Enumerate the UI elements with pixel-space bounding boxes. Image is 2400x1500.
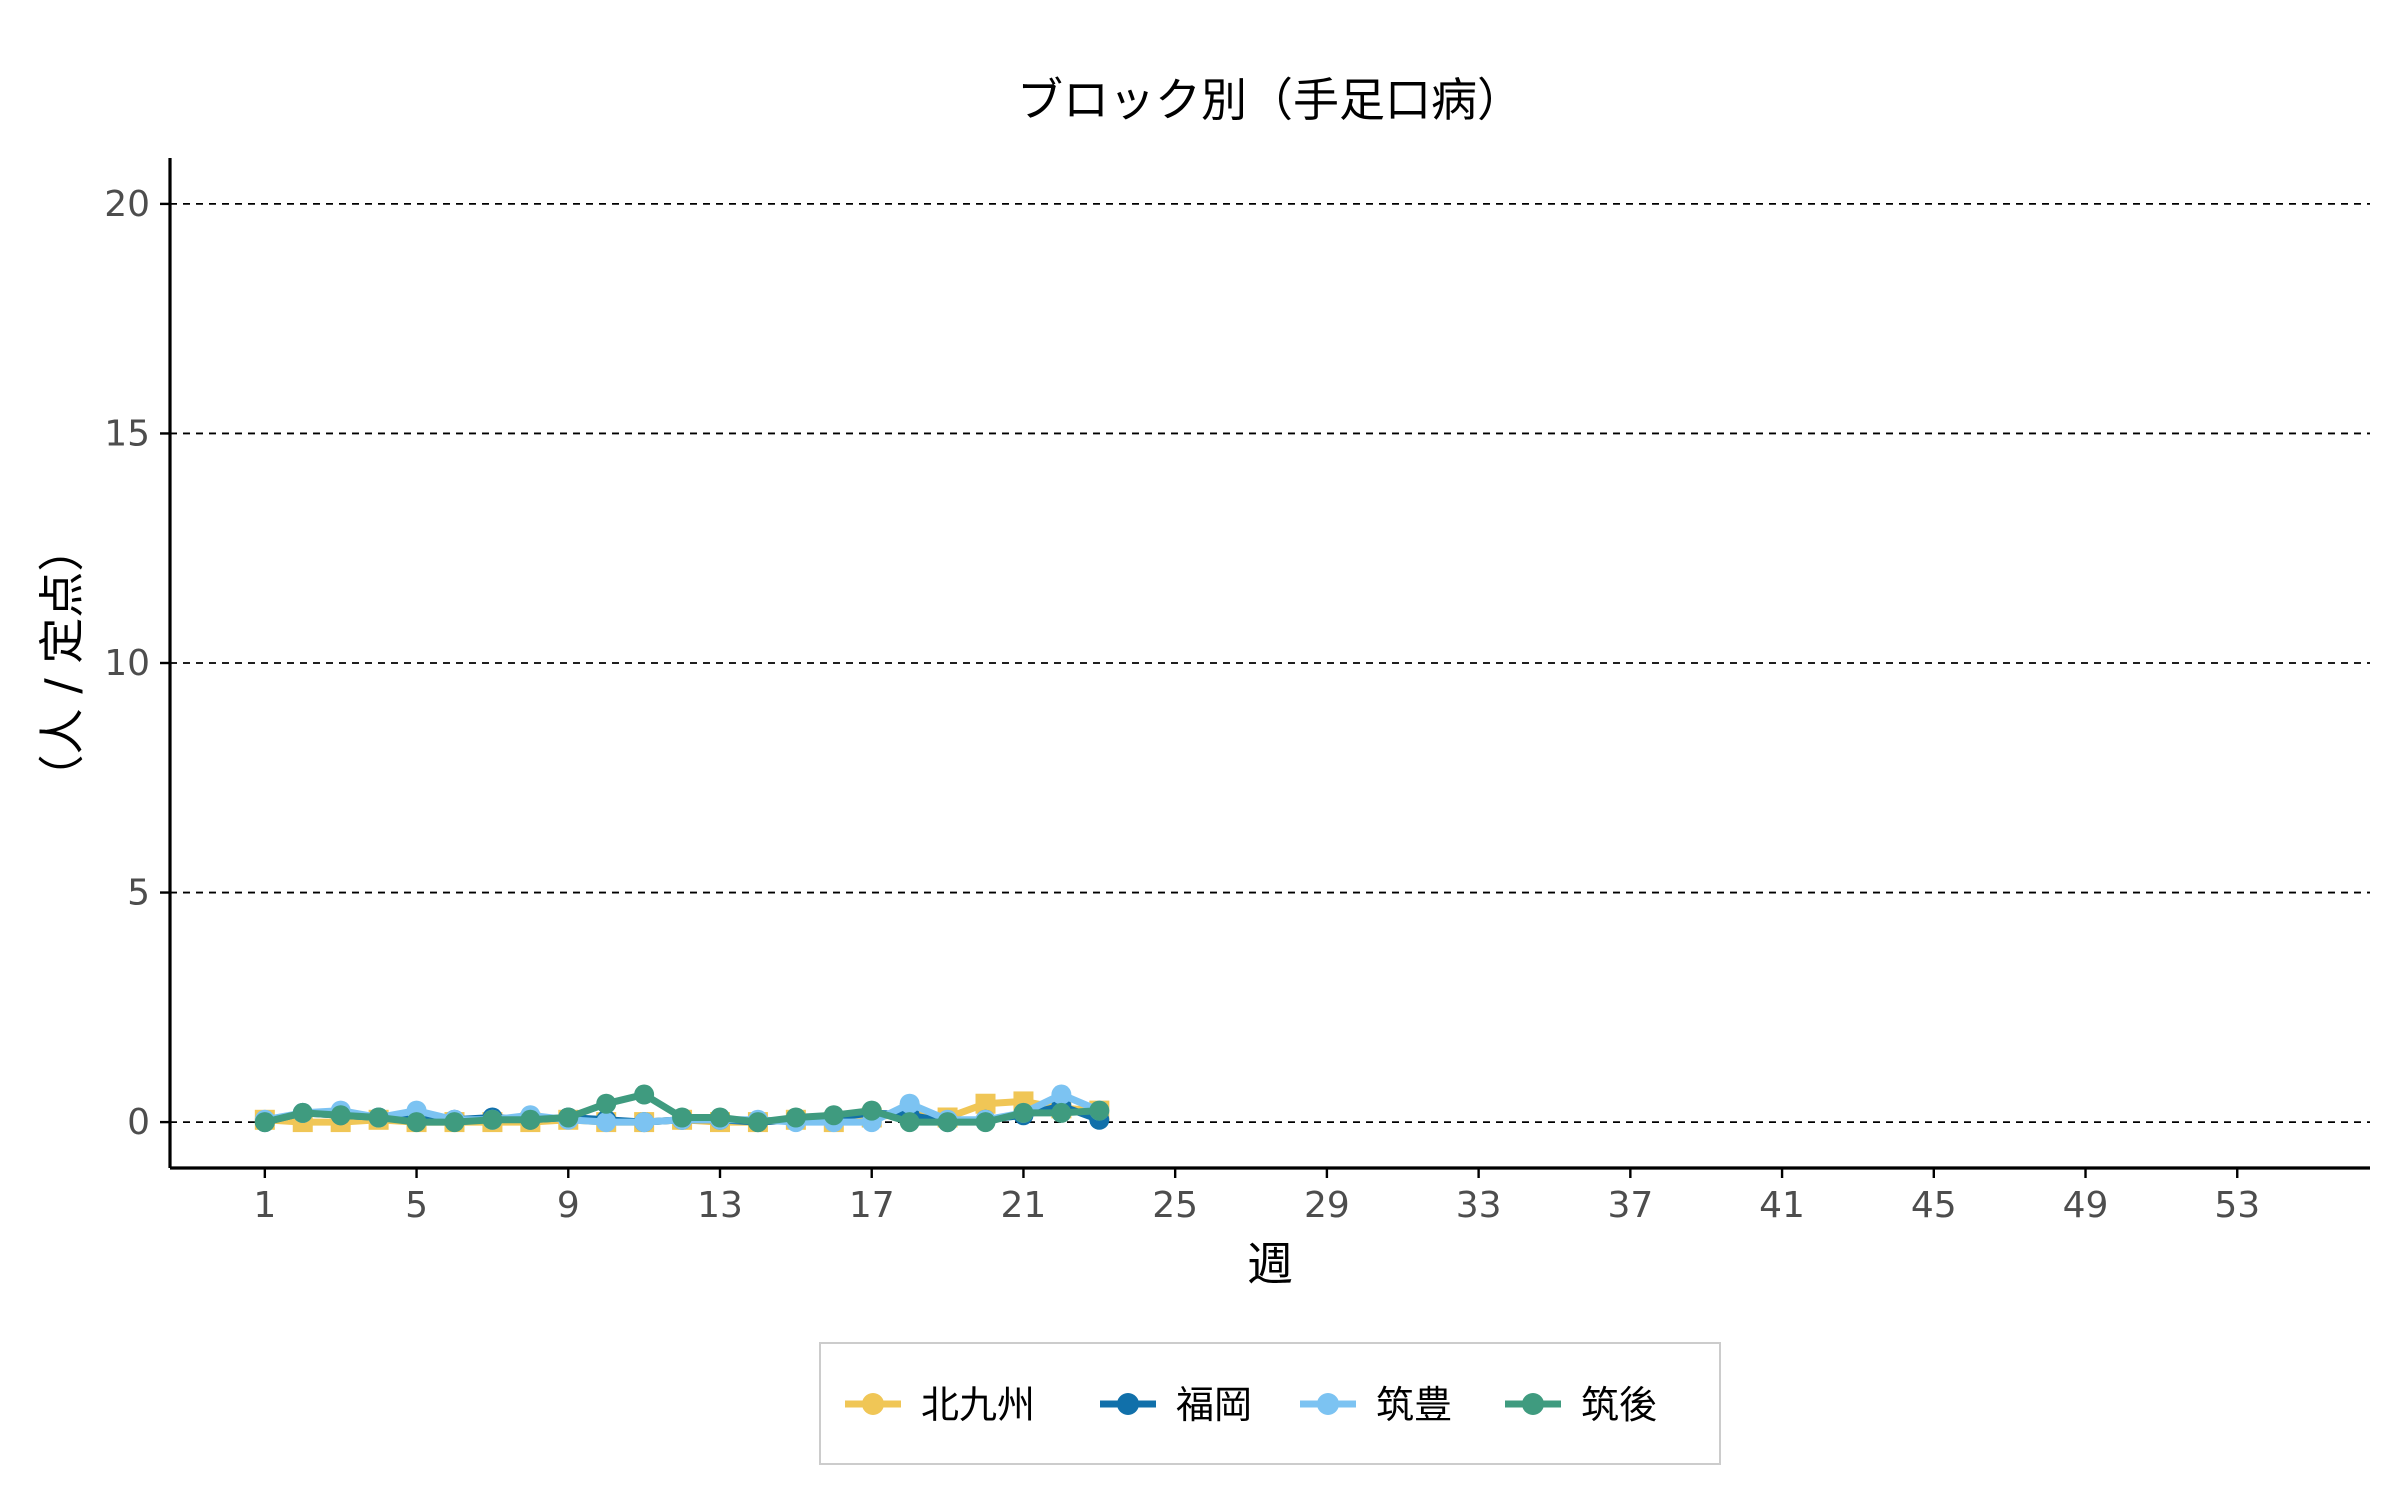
data-point: [596, 1112, 617, 1133]
x-tick-label: 41: [1759, 1185, 1805, 1226]
legend-item: 筑後: [1505, 1383, 1657, 1427]
data-point: [558, 1107, 579, 1128]
y-tick-label: 20: [104, 184, 150, 225]
data-point: [937, 1112, 958, 1133]
data-point: [482, 1109, 503, 1130]
legend-label: 筑豊: [1376, 1383, 1452, 1427]
data-point: [1051, 1102, 1072, 1123]
data-point: [292, 1102, 313, 1123]
data-point: [975, 1093, 996, 1114]
data-point: [596, 1093, 617, 1114]
data-point: [634, 1112, 655, 1133]
data-point: [710, 1107, 730, 1128]
legend-marker: [1522, 1393, 1544, 1415]
legend-label: 筑後: [1581, 1383, 1657, 1427]
x-tick-label: 17: [849, 1185, 895, 1226]
data-point: [823, 1105, 844, 1126]
grid-lines: [170, 203, 2370, 1123]
data-point: [634, 1084, 655, 1105]
x-tick-label: 9: [557, 1185, 580, 1226]
x-tick-label: 53: [2214, 1185, 2260, 1226]
legend-item: 筑豊: [1300, 1383, 1452, 1427]
legend-item: 福岡: [1100, 1383, 1252, 1427]
legend-label: 福岡: [1176, 1383, 1252, 1427]
legend-box: [819, 1342, 1721, 1465]
y-tick-label: 0: [127, 1102, 150, 1143]
data-point: [406, 1112, 427, 1133]
y-tick-label: 5: [127, 873, 150, 914]
legend-marker: [862, 1393, 884, 1415]
legend-label: 北九州: [921, 1383, 1035, 1427]
x-tick-label: 49: [2063, 1185, 2109, 1226]
data-point: [1013, 1102, 1034, 1123]
data-point: [672, 1107, 693, 1128]
x-tick-label: 37: [1607, 1185, 1653, 1226]
data-point: [254, 1112, 275, 1133]
data-point: [330, 1105, 351, 1126]
data-point: [520, 1109, 541, 1130]
y-axis-title: （人 / 定点）: [35, 526, 89, 801]
y-tick-label: 10: [104, 643, 150, 684]
series-group: [254, 1084, 1110, 1133]
data-point: [975, 1112, 996, 1133]
chart-title: ブロック別（手足口病）: [1017, 73, 1523, 127]
data-point: [1051, 1084, 1072, 1105]
x-tick-label: 1: [253, 1185, 276, 1226]
data-point: [368, 1107, 389, 1128]
x-tick-label: 25: [1152, 1185, 1198, 1226]
x-tick-label: 21: [1001, 1185, 1047, 1226]
data-point: [1089, 1100, 1110, 1121]
legend-marker: [1317, 1393, 1339, 1415]
data-point: [444, 1112, 465, 1133]
x-axis-title: 週: [1247, 1237, 1293, 1291]
legend-item: 北九州: [845, 1383, 1035, 1427]
y-tick-label: 15: [104, 413, 150, 454]
legend-marker: [1117, 1393, 1139, 1415]
legend: 北九州 福岡 筑豊 筑後: [819, 1342, 1721, 1465]
data-point: [861, 1100, 882, 1121]
x-tick-label: 33: [1456, 1185, 1502, 1226]
x-tick-label: 13: [697, 1185, 743, 1226]
data-point: [899, 1112, 920, 1133]
series-4: [254, 1084, 1110, 1133]
x-tick-label: 45: [1911, 1185, 1957, 1226]
data-point: [785, 1107, 806, 1128]
x-tick-label: 29: [1304, 1185, 1350, 1226]
data-point: [899, 1093, 920, 1114]
data-point: [747, 1112, 768, 1133]
x-tick-label: 5: [405, 1185, 428, 1226]
